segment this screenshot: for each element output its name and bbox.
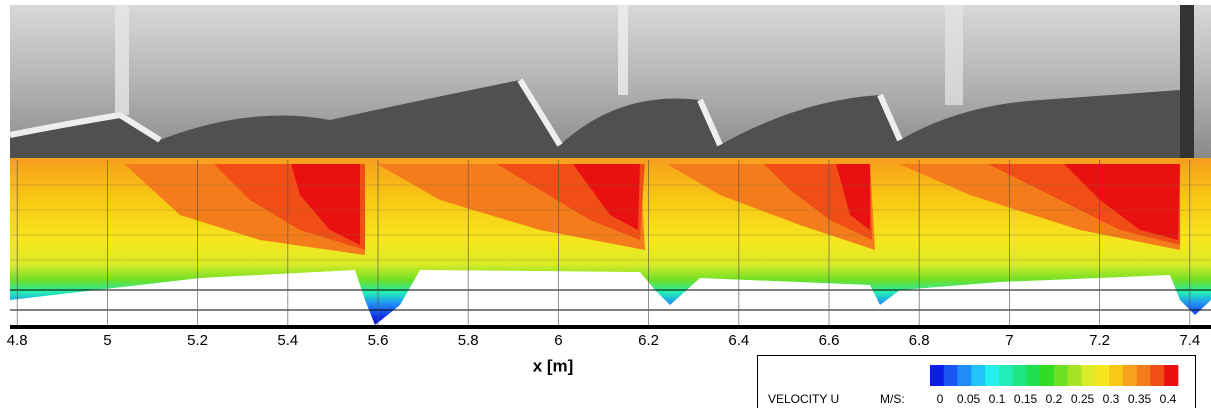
x-tick-label: 7.4 bbox=[1179, 332, 1200, 349]
colorbar-swatch bbox=[985, 365, 1000, 386]
x-tick-label: 6.6 bbox=[819, 332, 840, 349]
colorbar-tick-label: 0.4 bbox=[1160, 392, 1177, 406]
colorbar-tick-label: 0.1 bbox=[989, 392, 1006, 406]
colorbar-label: VELOCITY U bbox=[768, 392, 839, 406]
colorbar-swatch bbox=[1081, 365, 1096, 386]
x-tick-label: 4.8 bbox=[7, 332, 28, 349]
colorbar-scale: 0 0.05 0.1 0.15 0.2 0.25 0.3 0.35 0.4 bbox=[930, 365, 1179, 406]
colorbar-swatch bbox=[943, 365, 958, 386]
x-tick-label: 6.8 bbox=[909, 332, 930, 349]
x-axis: 4.8 5 5.2 5.4 5.6 5.8 6 6.2 6.4 6.6 6.8 7 7.2 7.4 bbox=[7, 325, 1211, 349]
colorbar-swatch bbox=[1067, 365, 1082, 386]
x-tick-label: 5 bbox=[103, 332, 111, 349]
colorbar-swatch bbox=[1122, 365, 1137, 386]
colorbar-swatch bbox=[1012, 365, 1027, 386]
colorbar: VELOCITY U M/S: 0 0.05 0.1 0.15 0.2 0.25 0.3 0.… bbox=[757, 355, 1196, 408]
colorbar-tick-label: 0.35 bbox=[1128, 392, 1152, 406]
colorbar-swatch bbox=[1136, 365, 1151, 386]
grid bbox=[10, 160, 1211, 325]
colorbar-swatch bbox=[1040, 365, 1055, 386]
colorbar-tick-label: 0.2 bbox=[1046, 392, 1063, 406]
colorbar-swatch bbox=[1095, 365, 1110, 386]
x-tick-label: 7.2 bbox=[1089, 332, 1110, 349]
x-tick-label: 6 bbox=[554, 332, 562, 349]
colorbar-swatch bbox=[971, 365, 986, 386]
contour-field bbox=[10, 158, 1211, 325]
colorbar-swatch bbox=[1054, 365, 1069, 386]
x-tick-label: 5.8 bbox=[458, 332, 479, 349]
colorbar-unit: M/S: bbox=[880, 392, 905, 406]
x-tick-label: 5.2 bbox=[187, 332, 208, 349]
colorbar-swatch bbox=[998, 365, 1013, 386]
colorbar-swatch bbox=[1150, 365, 1165, 386]
colorbar-swatch bbox=[1026, 365, 1041, 386]
colorbar-swatch bbox=[1164, 365, 1179, 386]
x-tick-label: 7 bbox=[1005, 332, 1013, 349]
colorbar-tick-label: 0.15 bbox=[1014, 392, 1038, 406]
colorbar-swatch bbox=[930, 365, 945, 386]
colorbar-swatch bbox=[1109, 365, 1124, 386]
colorbar-tick-label: 0 bbox=[937, 392, 944, 406]
x-tick-label: 6.2 bbox=[638, 332, 659, 349]
photo bbox=[9, 5, 1211, 158]
colorbar-tick-label: 0.25 bbox=[1071, 392, 1095, 406]
colorbar-tick-label: 0.05 bbox=[957, 392, 981, 406]
colorbar-swatch bbox=[957, 365, 972, 386]
x-tick-label: 5.6 bbox=[368, 332, 389, 349]
x-axis-label: x [m] bbox=[533, 356, 574, 375]
x-tick-label: 5.4 bbox=[277, 332, 298, 349]
x-tick-label: 6.4 bbox=[728, 332, 749, 349]
colorbar-tick-label: 0.3 bbox=[1103, 392, 1120, 406]
